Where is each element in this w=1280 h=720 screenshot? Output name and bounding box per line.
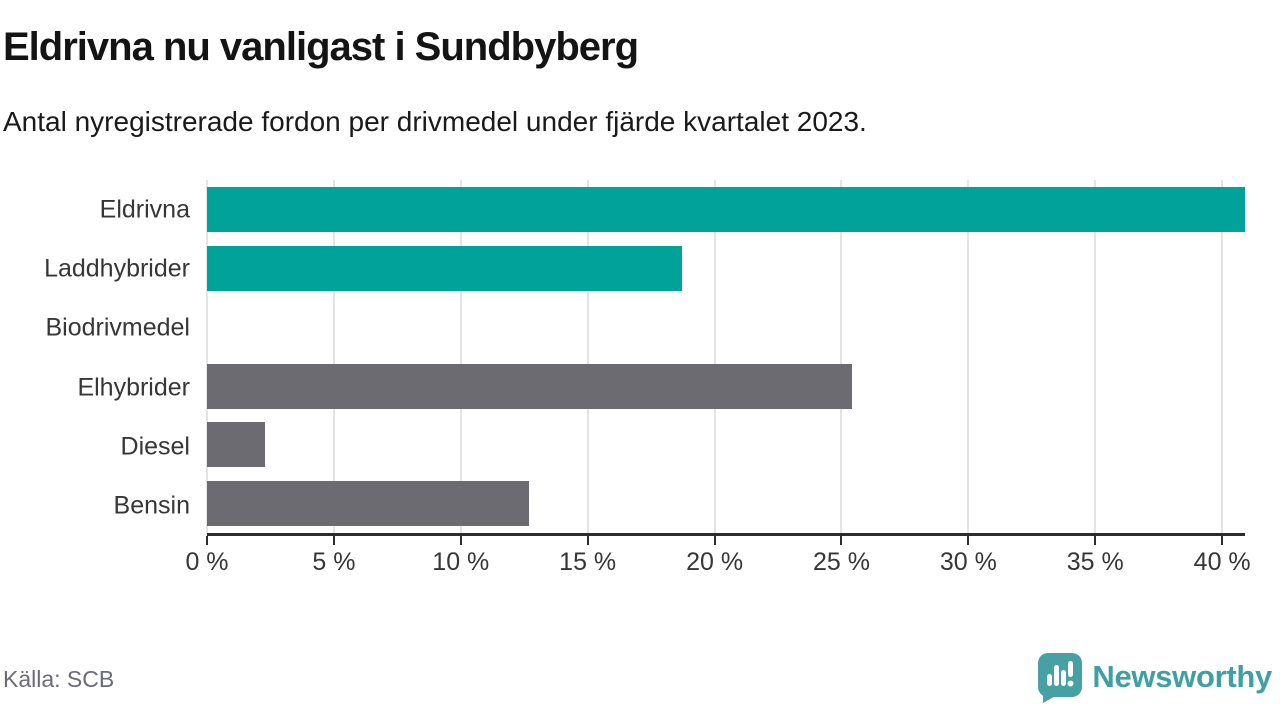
category-label: Laddhybrider — [44, 254, 190, 283]
gridline — [586, 180, 589, 533]
plot-area — [206, 180, 1245, 536]
gridline — [332, 180, 335, 533]
bar-chart: Eldrivna Laddhybrider Biodrivmedel Elhybrid… — [0, 180, 1280, 600]
axis-tick-label: 40 % — [1193, 548, 1251, 576]
gridline — [840, 180, 843, 533]
source-note: Källa: SCB — [3, 666, 115, 692]
axis-tick-label: 0 % — [185, 548, 229, 576]
category-label: Diesel — [120, 432, 190, 461]
gridline — [206, 180, 208, 533]
axis-tick-label: 20 % — [686, 548, 744, 576]
axis-tickmark — [840, 536, 843, 545]
newsworthy-bubble-chart-icon — [1037, 652, 1083, 709]
x-axis-ticks — [206, 536, 1245, 546]
bar-eldrivna — [207, 187, 1245, 232]
category-label: Elhybrider — [77, 373, 190, 402]
axis-tick-label: 5 % — [312, 548, 356, 576]
category-label: Bensin — [113, 491, 190, 520]
newsworthy-logo: Newsworthy — [1037, 652, 1272, 709]
category-label: Biodrivmedel — [45, 313, 190, 342]
axis-tickmark — [1094, 536, 1097, 545]
axis-tick-label: 15 % — [559, 548, 617, 576]
axis-tickmark — [1221, 536, 1224, 545]
chart-subtitle: Antal nyregistrerade fordon per drivmede… — [3, 106, 867, 137]
brand-name: Newsworthy — [1092, 659, 1272, 694]
axis-tickmark — [713, 536, 716, 545]
gridline — [1094, 180, 1097, 533]
gridline — [967, 180, 970, 533]
chart-title: Eldrivna nu vanligast i Sundbyberg — [3, 25, 639, 69]
bar-bensin — [207, 481, 530, 527]
gridline — [459, 180, 462, 533]
axis-tick-label: 35 % — [1066, 548, 1124, 576]
bar-elhybrider — [207, 363, 852, 409]
category-labels: Eldrivna Laddhybrider Biodrivmedel Elhybrid… — [0, 180, 207, 536]
axis-tickmark — [967, 536, 970, 545]
axis-tick-label: 25 % — [812, 548, 870, 576]
bar-laddhybrider — [207, 245, 682, 291]
axis-tickmark — [459, 536, 462, 545]
axis-tickmark — [332, 536, 335, 545]
category-label: Eldrivna — [99, 195, 190, 224]
gridline — [713, 180, 716, 533]
bar-diesel — [207, 422, 266, 468]
axis-tick-label: 10 % — [432, 548, 490, 576]
axis-tickmark — [586, 536, 589, 545]
gridline — [1221, 180, 1224, 533]
axis-tick-label: 30 % — [939, 548, 997, 576]
axis-tickmark — [206, 536, 208, 545]
x-axis-tick-labels: 0 % 5 % 10 % 15 % 20 % 25 % 30 % 35 % 40 % — [185, 548, 1250, 580]
